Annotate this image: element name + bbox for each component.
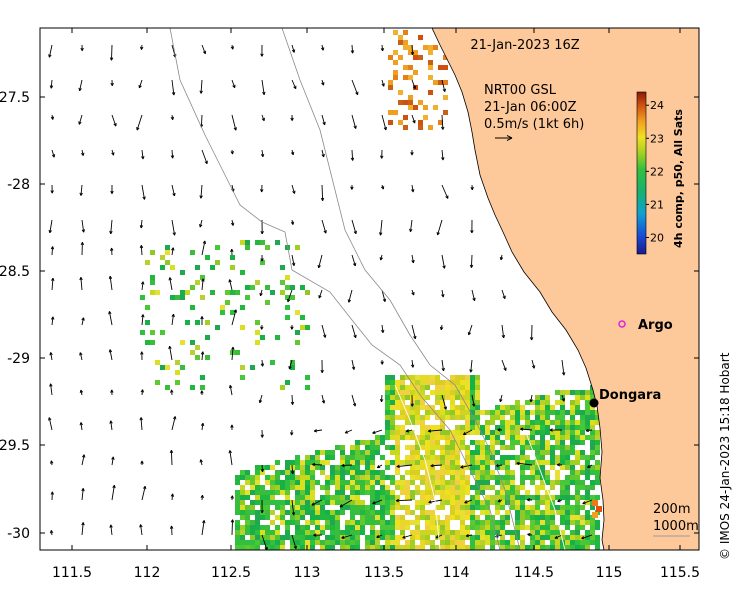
x-tick-label: 114.5: [514, 565, 554, 581]
x-tick-label: 112.5: [211, 565, 251, 581]
colorbar-ticks: 20 21 22 23 24: [646, 99, 664, 244]
town-marker-icon: [589, 398, 599, 408]
plot-frame: [39, 27, 700, 551]
colorbar-label: 4h comp, p50, All Sats: [672, 109, 685, 248]
contour-legend-200m: 200m: [653, 502, 690, 517]
place-dongara: Dongara: [589, 388, 661, 408]
reference-arrowhead-icon: [506, 135, 513, 141]
contour-legend: 200m 1000m: [653, 502, 699, 537]
argo-float-icon: [618, 320, 626, 328]
x-axis: 111.5 112 112.5 113 113.5 114 114.5 115 115.5: [52, 28, 700, 581]
current-vectors: [48, 44, 593, 550]
colorbar-tick-label: 20: [650, 231, 664, 244]
current-reference: NRT00 GSL 21-Jan 06:00Z 0.5m/s (1kt 6h): [484, 83, 584, 141]
x-tick-label: 114: [443, 565, 470, 581]
colorbar-tick-label: 21: [650, 198, 664, 211]
y-tick-label: 27.5: [0, 90, 30, 106]
x-tick-label: 115: [596, 565, 623, 581]
isobath-white-1: [394, 384, 441, 550]
current-label-line1: NRT00 GSL: [484, 83, 557, 98]
sst-pixels: [140, 30, 600, 550]
colorbar-tick-label: 24: [650, 99, 664, 112]
colorbar-bar: [636, 91, 647, 255]
copyright-credit: © IMOS 24-Jan-2023 15:18 Hobart: [718, 352, 732, 560]
y-tick-label: -29: [7, 351, 30, 367]
argo-label: Argo: [638, 318, 673, 333]
current-label-line3: 0.5m/s (1kt 6h): [484, 117, 584, 132]
land-mass: [431, 28, 699, 550]
map-title: 21-Jan-2023 16Z: [470, 38, 579, 53]
contour-legend-1000m: 1000m: [653, 519, 699, 534]
place-argo: Argo: [618, 318, 673, 333]
y-tick-label: 29.5: [0, 438, 30, 454]
x-tick-label: 111.5: [52, 565, 92, 581]
x-tick-label: 113: [294, 565, 321, 581]
y-tick-label: 28.5: [0, 264, 30, 280]
y-tick-label: -28: [7, 177, 30, 193]
current-label-line2: 21-Jan 06:00Z: [484, 100, 577, 115]
isobath-200m: [169, 28, 501, 550]
colorbar-tick-label: 23: [650, 132, 664, 145]
colorbar-tick-label: 22: [650, 165, 664, 178]
colorbar: 20 21 22 23 24 4h comp, p50, All Sats: [636, 91, 685, 255]
dongara-label: Dongara: [599, 388, 661, 403]
x-tick-label: 112: [134, 565, 161, 581]
isobath-1000m: [281, 28, 521, 550]
y-tick-label: -30: [7, 526, 30, 542]
isobath-white-2: [524, 429, 566, 550]
x-tick-label: 115.5: [660, 565, 700, 581]
x-tick-label: 113.5: [364, 565, 404, 581]
y-axis: 27.5 -28 28.5 -29 29.5 -30: [0, 90, 699, 542]
